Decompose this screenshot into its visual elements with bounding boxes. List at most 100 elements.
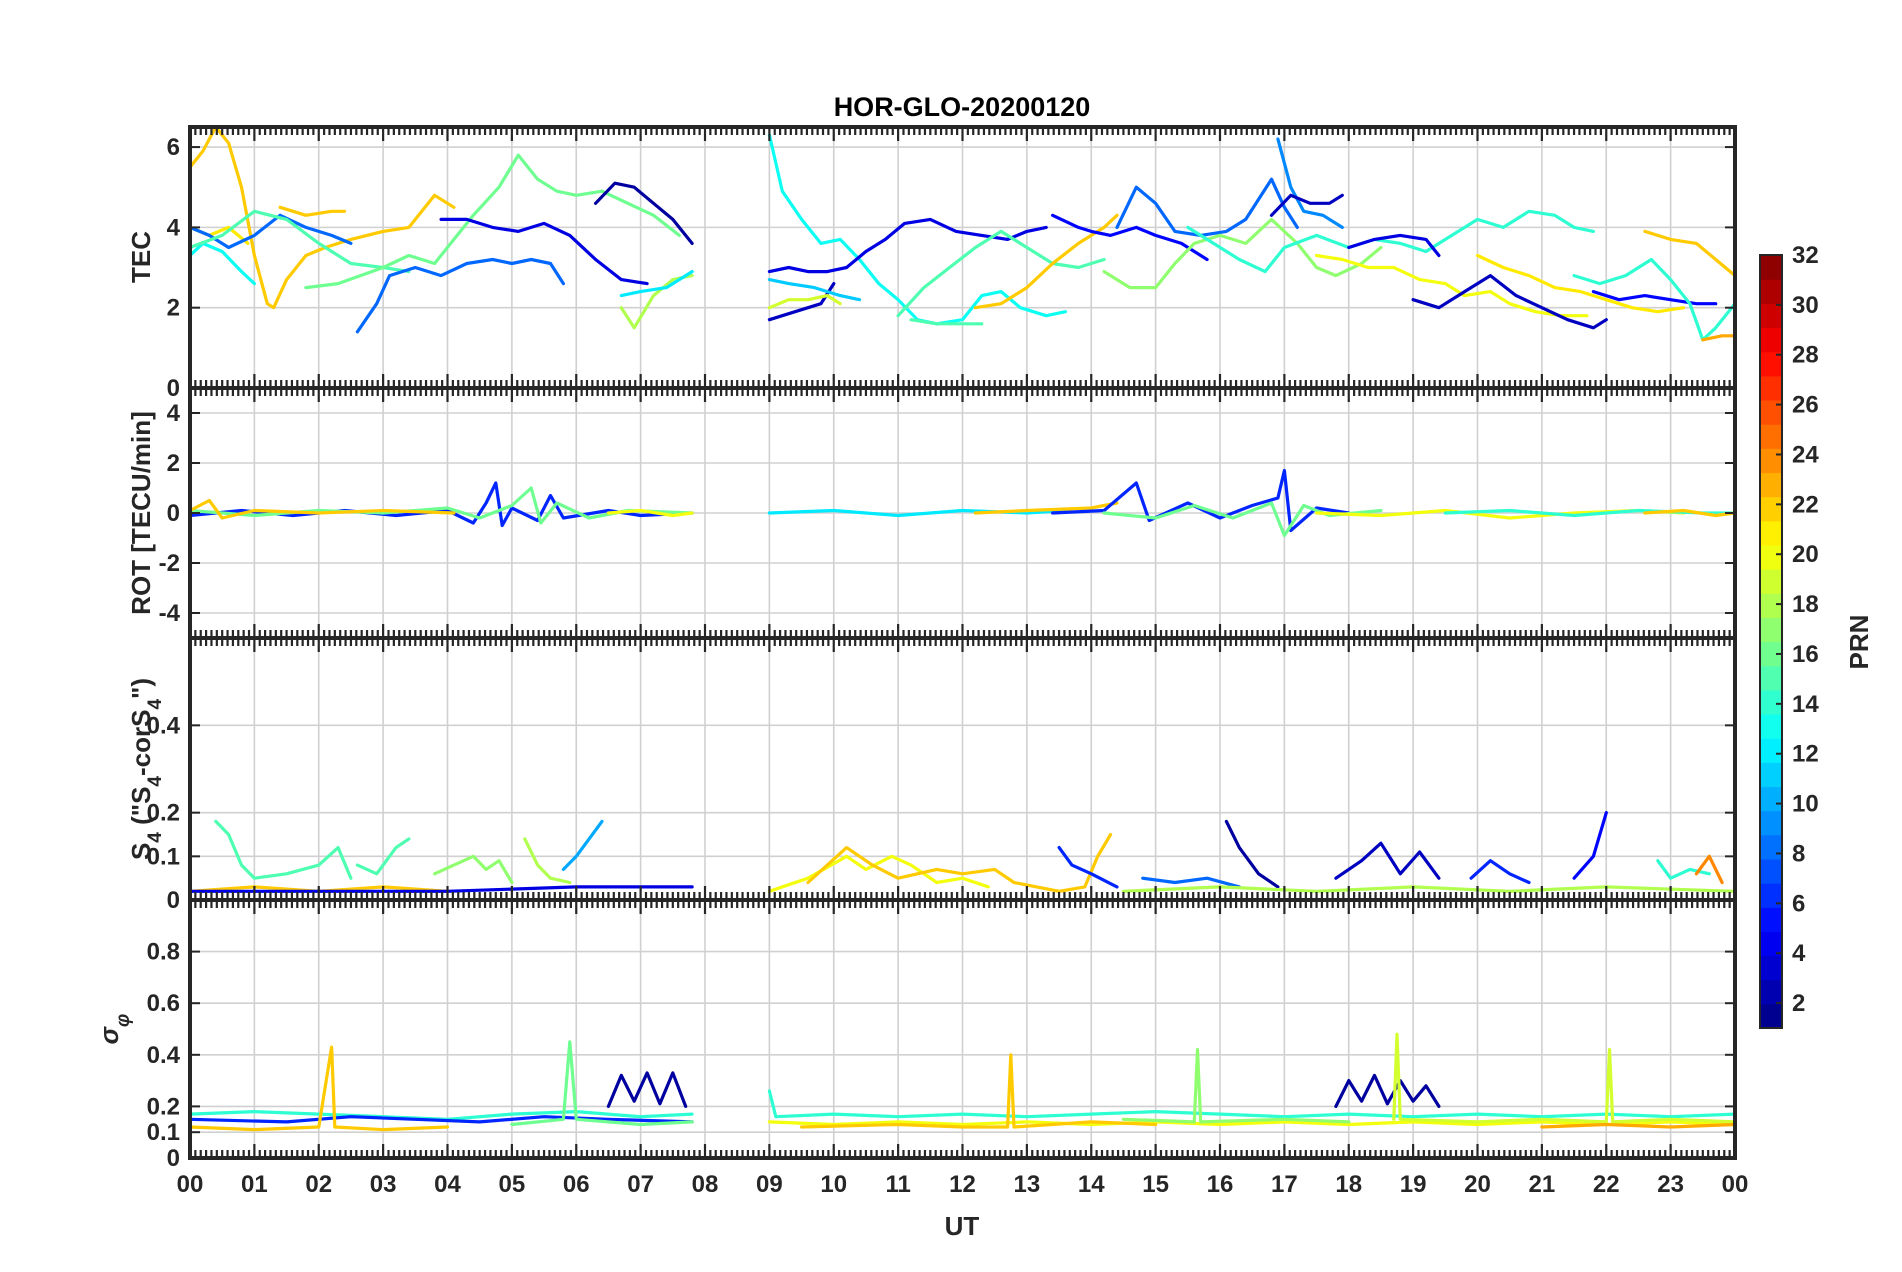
panel-2-series	[190, 468, 1735, 538]
series-line-prn-14	[1186, 209, 1595, 274]
series-line-prn-14	[767, 1089, 1735, 1119]
y-axis-title-2: ROT [TECU/min]	[126, 411, 156, 615]
series-line-prn-23	[1540, 1122, 1735, 1129]
series-line-prn-22	[973, 501, 1119, 515]
y-tick-label: 0	[167, 887, 180, 914]
x-tick-label: 18	[1335, 1171, 1362, 1198]
y-tick-label: 2	[167, 295, 180, 322]
series-line-prn-11	[767, 278, 862, 302]
panel-4-frame	[188, 898, 1737, 1160]
y-axis-title-4: σφ	[94, 1014, 134, 1045]
colorbar-segment	[1760, 641, 1782, 667]
x-tick-label: 08	[692, 1171, 719, 1198]
series-line-prn-22	[1643, 508, 1735, 518]
x-tick-labels: 00 01 02 03 04 05 06 07 08 09 10 11 12 13 14 15 16 17 18 19…	[177, 1171, 1749, 1198]
colorbar-segment	[1760, 303, 1782, 329]
panel-4-series	[190, 1032, 1735, 1132]
colorbar-tick-label: 6	[1792, 890, 1805, 917]
x-tick-label: 21	[1529, 1171, 1556, 1198]
series-line-prn-3	[1269, 193, 1344, 217]
series-line-prn-5	[1572, 811, 1608, 880]
colorbar-segment	[1760, 472, 1782, 498]
series-line-prn-8	[1141, 876, 1241, 889]
x-tick-label: 20	[1464, 1171, 1491, 1198]
y-tick-label: 0.4	[147, 712, 181, 739]
y-tick-label: 4	[167, 214, 181, 241]
colorbar-segment	[1760, 327, 1782, 353]
series-line-prn-2	[1334, 1073, 1441, 1108]
y-axis-title-1: TEC	[126, 231, 156, 283]
panel-3: 0 0.1 0.2 0.4S4 ("S4-corS4")	[126, 636, 1737, 914]
series-line-prn-22	[800, 1053, 1158, 1129]
series-line-prn-12	[619, 270, 694, 298]
colorbar-segment	[1760, 665, 1782, 691]
colorbar-segment	[1760, 907, 1782, 932]
x-tick-label: 01	[241, 1171, 268, 1198]
colorbar-tick-label: 10	[1792, 791, 1819, 818]
y-tick-label: 0.6	[147, 990, 180, 1017]
series-line-prn-6	[190, 1115, 694, 1124]
colorbar-tick-label: 4	[1792, 940, 1806, 967]
series-line-prn-19	[767, 294, 842, 310]
series-line-prn-22	[190, 498, 456, 520]
series-line-prn-15	[896, 229, 1106, 318]
colorbar-segment	[1760, 931, 1782, 957]
colorbar-segment	[1760, 1003, 1782, 1029]
y-tick-label: 0.1	[147, 843, 180, 870]
series-line-prn-6	[1051, 468, 1351, 533]
panel-4: 00.10.2 0.4 0.6 0.8 σφ	[94, 898, 1737, 1172]
series-line-prn-22	[190, 127, 456, 310]
y-tick-label: 0	[167, 375, 180, 402]
y-axis-title-3: S4 ("S4-corS4")	[126, 678, 166, 860]
colorbar-tick-label: 20	[1792, 541, 1819, 568]
colorbar-tick-label: 26	[1792, 392, 1819, 419]
series-line-prn-16	[510, 1040, 694, 1127]
colorbar-label: PRN	[1844, 615, 1874, 670]
colorbar-segment	[1760, 448, 1782, 474]
colorbar-segment	[1760, 569, 1782, 594]
x-tick-label: 23	[1657, 1171, 1684, 1198]
x-tick-label: 19	[1400, 1171, 1427, 1198]
series-line-prn-4	[1347, 233, 1441, 258]
series-line-prn-5	[1051, 213, 1209, 262]
series-line-prn-20	[1315, 253, 1589, 318]
colorbar-segment	[1760, 544, 1782, 570]
colorbar-tick-label: 22	[1792, 491, 1819, 518]
series-line-prn-15	[909, 318, 984, 326]
series-line-prn-22	[806, 832, 1113, 893]
panel-1: 0 2 4 6 TEC	[126, 125, 1737, 402]
x-tick-label: 10	[820, 1171, 847, 1198]
colorbar-segment	[1760, 617, 1782, 643]
colorbar-segment	[1760, 496, 1782, 522]
panel-2: -4 -2 0 2 4 ROT [TECU/min]	[126, 386, 1737, 640]
x-tick-label: 11	[885, 1171, 910, 1198]
x-tick-label: 00	[1722, 1171, 1749, 1198]
colorbar-tick-label: 12	[1792, 741, 1819, 768]
series-line-prn-3	[767, 282, 836, 322]
series-line-prn-2	[1224, 819, 1280, 889]
y-tick-label: 0	[167, 1145, 180, 1172]
series-line-prn-2	[594, 181, 694, 245]
y-tick-label: 2	[167, 450, 180, 477]
series-line-prn-22	[190, 1045, 450, 1132]
series-line-prn-17	[1121, 1048, 1351, 1124]
series-line-prn-23	[1701, 334, 1735, 342]
series-line-prn-22	[1643, 229, 1735, 278]
series-line-prn-15	[190, 209, 411, 274]
x-tick-label: 16	[1207, 1171, 1234, 1198]
series-line-prn-6	[1469, 859, 1531, 885]
x-tick-label: 00	[177, 1171, 204, 1198]
colorbar-segment	[1760, 955, 1782, 981]
x-tick-label: 17	[1271, 1171, 1298, 1198]
colorbar-segment	[1760, 689, 1782, 715]
colorbar-segment	[1760, 738, 1782, 763]
series-line-prn-8	[355, 257, 565, 334]
series-line-prn-20	[767, 1120, 1735, 1127]
colorbar-segment	[1760, 399, 1782, 425]
colorbar-tick-label: 28	[1792, 342, 1819, 369]
series-line-prn-16	[304, 153, 681, 290]
series-line-prn-13	[190, 241, 256, 286]
series-line-prn-21	[1475, 253, 1686, 314]
x-tick-label: 14	[1078, 1171, 1105, 1198]
